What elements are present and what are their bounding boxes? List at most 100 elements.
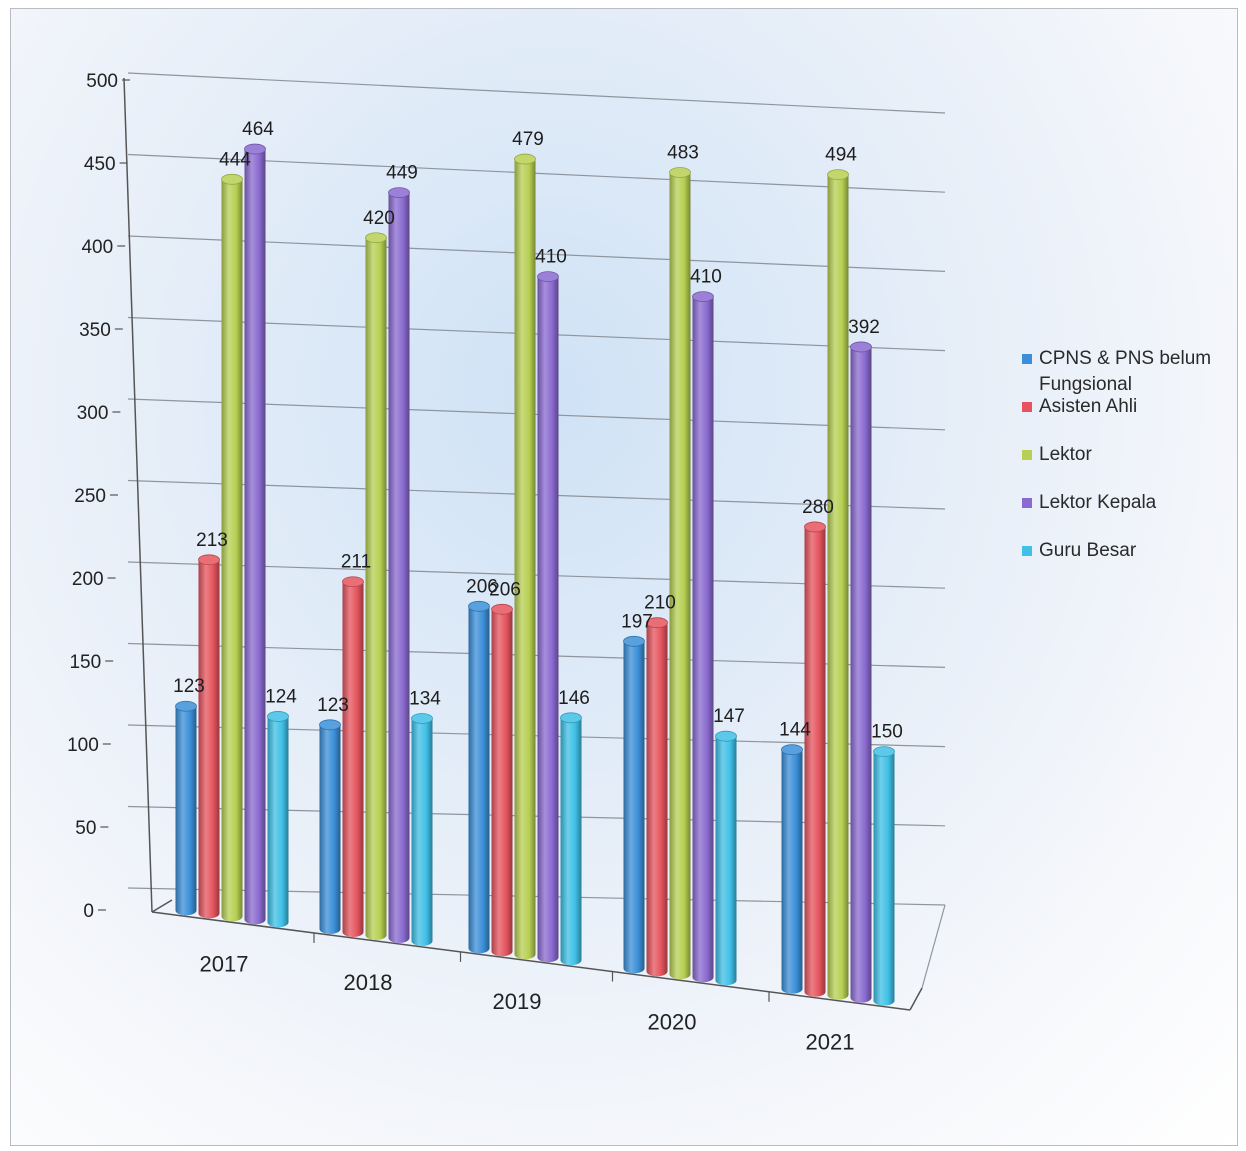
legend-swatch-asisten-ahli <box>1022 402 1032 412</box>
bar-cap <box>692 291 714 303</box>
bar <box>692 291 714 983</box>
x-category-label: 2021 <box>806 1030 855 1055</box>
floor-edge <box>151 899 173 913</box>
bar <box>319 719 341 935</box>
x-category-label: 2018 <box>344 970 393 995</box>
y-tick-label: 200 <box>72 569 104 590</box>
bar-body <box>491 609 513 957</box>
data-label: 144 <box>779 720 811 741</box>
bar <box>365 232 387 940</box>
bar <box>342 576 364 937</box>
bar-cap <box>850 341 872 353</box>
legend-swatch-lektor <box>1022 450 1032 460</box>
bar <box>388 187 410 943</box>
bar-body <box>715 736 737 986</box>
bar <box>411 713 433 946</box>
bar-body <box>342 581 364 937</box>
bar-cap <box>175 700 197 712</box>
bar <box>267 711 289 928</box>
legend-label-asisten-ahli: Asisten Ahli <box>1039 396 1138 417</box>
floor-edge <box>909 987 923 1011</box>
data-label: 420 <box>363 208 395 229</box>
legend-label-cpns: CPNS & PNS belum Fungsional <box>1039 348 1212 395</box>
legend-label-guru-besar: Guru Besar <box>1039 540 1137 561</box>
bar-body <box>319 724 341 935</box>
y-tick-label: 100 <box>67 735 99 756</box>
legend-swatch-lektor-kepala <box>1022 498 1032 508</box>
y-tick-label: 350 <box>79 320 111 341</box>
bar-body <box>669 172 691 980</box>
y-tick-label: 150 <box>69 652 101 673</box>
bar-cap <box>873 746 895 758</box>
bar-cap <box>560 712 582 724</box>
bar <box>850 341 872 1003</box>
data-label: 483 <box>667 142 699 163</box>
bar <box>468 600 490 954</box>
bar-body <box>623 641 645 974</box>
data-label: 123 <box>173 676 205 697</box>
bar <box>514 153 536 960</box>
bar-cap <box>623 635 645 647</box>
x-category-label: 2017 <box>200 951 249 976</box>
bar <box>623 635 645 974</box>
bar-body <box>692 296 714 983</box>
data-label: 449 <box>386 163 418 184</box>
legend-item-guru-besar: Guru Besar <box>1022 538 1222 586</box>
data-label: 210 <box>644 593 676 614</box>
bar-cap <box>781 744 803 756</box>
legend-item-lektor-kepala: Lektor Kepala <box>1022 490 1222 538</box>
legend-item-lektor: Lektor <box>1022 442 1222 490</box>
data-label: 392 <box>848 317 880 338</box>
bar-cap <box>221 173 243 185</box>
bar <box>804 521 826 997</box>
y-tick-label: 300 <box>77 403 109 424</box>
axes <box>98 77 946 1011</box>
legend-item-cpns: CPNS & PNS belum Fungsional <box>1022 346 1222 395</box>
y-tick-label: 50 <box>75 818 96 839</box>
data-label: 444 <box>219 149 251 170</box>
bar-cap <box>342 576 364 588</box>
y-tick-label: 400 <box>81 237 113 258</box>
legend-label-lektor: Lektor <box>1039 444 1092 465</box>
bar <box>221 173 243 922</box>
data-label: 410 <box>690 267 722 288</box>
bar-cap <box>514 153 536 165</box>
bar <box>537 271 559 963</box>
y-tick-label: 250 <box>74 486 106 507</box>
bar-body <box>827 174 849 1000</box>
bar-cap <box>411 713 433 724</box>
bar-cap <box>319 719 341 731</box>
bar <box>827 169 849 1000</box>
legend: CPNS & PNS belum Fungsional Asisten Ahli… <box>1022 346 1222 586</box>
data-label: 464 <box>242 119 274 140</box>
bar-body <box>388 192 410 943</box>
bar-body <box>537 276 559 963</box>
bar <box>198 554 220 919</box>
data-label: 211 <box>341 552 371 573</box>
bar <box>560 712 582 966</box>
bar <box>244 143 266 925</box>
gridline <box>127 72 946 114</box>
bar-body <box>646 622 668 977</box>
bar-body <box>267 716 289 928</box>
data-label: 146 <box>558 688 590 709</box>
data-label: 134 <box>409 688 441 709</box>
legend-swatch-cpns <box>1022 354 1032 364</box>
bar <box>175 700 197 916</box>
data-label: 197 <box>621 611 653 632</box>
bar-body <box>514 159 536 960</box>
bar-body <box>781 749 803 994</box>
y-tick-label: 500 <box>86 71 118 92</box>
data-label: 410 <box>535 247 567 268</box>
bars <box>175 143 895 1006</box>
data-label: 479 <box>512 129 544 150</box>
bar-cap <box>669 167 691 178</box>
data-label: 494 <box>825 145 857 166</box>
bar-body <box>873 751 895 1006</box>
bar <box>781 744 803 994</box>
data-label: 147 <box>713 706 745 727</box>
legend-swatch-guru-besar <box>1022 546 1032 556</box>
bar-cap <box>388 187 410 198</box>
bar-cap <box>244 143 266 155</box>
